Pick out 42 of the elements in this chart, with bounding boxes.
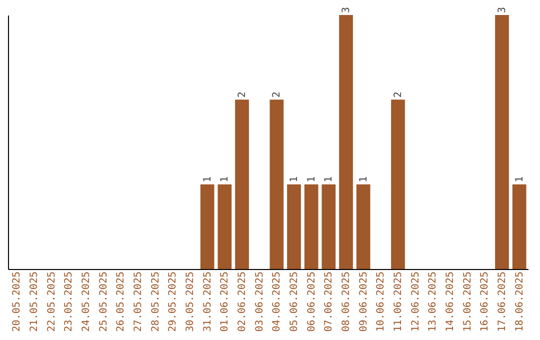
x-tick-label: 26.05.2025 <box>116 272 127 332</box>
x-tick-label: 30.05.2025 <box>185 272 196 332</box>
data-label: 1 <box>324 176 335 182</box>
x-tick-label: 01.06.2025 <box>220 272 231 332</box>
data-label: 3 <box>341 6 352 13</box>
data-label: 2 <box>393 92 404 98</box>
x-tick-label: 09.06.2025 <box>358 272 370 332</box>
data-label: 2 <box>237 92 248 98</box>
x-tick-label: 17.06.2025 <box>497 272 508 332</box>
data-label: 1 <box>289 176 300 182</box>
x-tick-label: 15.06.2025 <box>462 272 474 332</box>
x-tick-label: 04.06.2025 <box>272 272 283 332</box>
x-tick-label: 11.06.2025 <box>393 272 404 332</box>
data-label: 1 <box>306 176 318 182</box>
x-tick-label: 25.05.2025 <box>98 272 110 332</box>
x-tick-label: 21.05.2025 <box>29 272 40 332</box>
data-label: 3 <box>497 6 508 13</box>
x-tick-label: 05.06.2025 <box>289 272 300 332</box>
x-tick-label: 03.06.2025 <box>254 272 266 332</box>
x-tick-label: 07.06.2025 <box>324 272 335 332</box>
x-tick-label: 02.06.2025 <box>237 272 248 332</box>
x-tick-label: 18.06.2025 <box>514 272 526 332</box>
x-tick-label: 14.06.2025 <box>445 272 456 332</box>
x-tick-label: 22.05.2025 <box>46 272 58 332</box>
x-tick-label: 28.05.2025 <box>150 272 162 332</box>
x-tick-label: 23.05.2025 <box>64 272 75 332</box>
data-label: 1 <box>202 176 214 182</box>
x-tick-label: 08.06.2025 <box>341 272 352 332</box>
x-tick-label: 13.06.2025 <box>428 272 439 332</box>
data-label: 1 <box>358 176 370 182</box>
x-tick-label: 29.05.2025 <box>168 272 179 332</box>
x-tick-label: 31.05.2025 <box>202 272 214 332</box>
x-tick-label: 16.06.2025 <box>480 272 491 332</box>
data-label: 2 <box>272 92 283 98</box>
data-label: 1 <box>220 176 231 182</box>
x-tick-label: 20.05.2025 <box>12 272 23 332</box>
data-label: 1 <box>514 176 526 182</box>
x-tick-label: 10.06.2025 <box>376 272 387 332</box>
x-tick-label: 24.05.2025 <box>81 272 92 332</box>
x-tick-label: 12.06.2025 <box>410 272 422 332</box>
x-tick-label: 06.06.2025 <box>306 272 318 332</box>
x-tick-label: 27.05.2025 <box>133 272 144 332</box>
